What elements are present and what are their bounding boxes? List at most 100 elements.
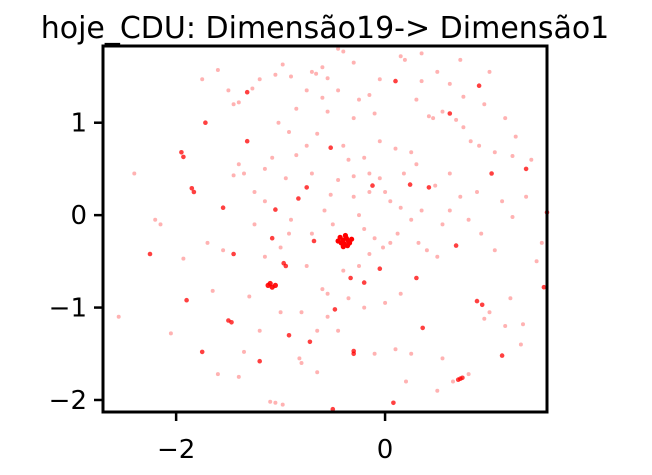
scatter-point — [325, 314, 330, 319]
scatter-point — [521, 322, 525, 327]
scatter-point — [419, 51, 424, 56]
scatter-point — [479, 302, 485, 308]
scatter-point — [461, 125, 466, 130]
scatter-point — [351, 60, 356, 65]
scatter-point — [351, 174, 356, 179]
scatter-point — [492, 150, 497, 155]
scatter-point — [280, 402, 285, 407]
scatter-point — [309, 171, 314, 176]
scatter-point — [454, 117, 459, 122]
scatter-point — [367, 171, 372, 176]
scatter-point — [479, 231, 484, 236]
scatter-point — [468, 139, 473, 144]
scatter-point — [487, 310, 492, 315]
scatter-point — [510, 154, 515, 158]
scatter-point — [200, 77, 205, 82]
scatter-point — [447, 111, 453, 116]
scatter-point — [476, 83, 482, 88]
scatter-point — [461, 94, 466, 99]
scatter-point — [153, 217, 158, 222]
scatter-point — [383, 190, 388, 194]
scatter-point — [391, 400, 396, 406]
scatter-point — [304, 264, 309, 268]
scatter-point — [362, 305, 367, 310]
scatter-point — [362, 155, 367, 160]
scatter-point — [529, 157, 534, 162]
scatter-point — [503, 116, 508, 121]
scatter-point — [340, 244, 346, 250]
scatter-point — [383, 300, 388, 305]
scatter-point — [377, 176, 382, 181]
scatter-point — [294, 106, 299, 111]
scatter-point — [435, 254, 440, 259]
scatter-point — [221, 248, 226, 253]
scatter-point — [231, 102, 236, 107]
scatter-point — [297, 356, 302, 361]
scatter-point — [330, 406, 336, 412]
scatter-point — [503, 324, 508, 328]
scatter-point — [273, 72, 278, 77]
scatter-point — [409, 217, 414, 222]
scatter-point — [314, 71, 319, 76]
scatter-point — [475, 190, 479, 194]
scatter-point — [257, 77, 262, 82]
scatter-point — [269, 284, 275, 290]
scatter-point — [523, 166, 529, 172]
scatter-point — [474, 298, 480, 304]
scatter-point — [311, 238, 317, 244]
scatter-point — [262, 166, 267, 171]
scatter-point — [325, 76, 330, 81]
scatter-point — [242, 171, 246, 176]
scatter-point — [289, 74, 293, 79]
scatter-point — [346, 157, 351, 162]
scatter-point — [447, 208, 452, 213]
scatter-point — [510, 215, 515, 219]
scatter-point — [482, 316, 487, 321]
scatter-point — [280, 62, 285, 67]
scatter-point — [304, 185, 310, 190]
scatter-point — [189, 186, 195, 191]
scatter-point — [388, 199, 393, 204]
scatter-point — [409, 351, 414, 356]
scatter-point — [330, 222, 335, 227]
scatter-point — [199, 349, 205, 355]
scatter-point — [262, 199, 267, 204]
scatter-point — [342, 232, 348, 239]
scatter-point — [270, 155, 275, 160]
scatter-point — [236, 162, 241, 167]
scatter-point — [381, 245, 385, 250]
scatter-point — [499, 353, 505, 358]
scatter-point — [447, 171, 452, 176]
data-points — [116, 46, 550, 412]
scatter-point — [147, 251, 153, 257]
scatter-point — [336, 88, 341, 93]
scatter-point — [262, 254, 267, 259]
scatter-point — [433, 183, 438, 188]
scatter-point — [215, 68, 220, 72]
scatter-point — [244, 138, 250, 144]
scatter-point — [215, 372, 220, 377]
scatter-point — [388, 240, 393, 245]
scatter-point — [322, 208, 327, 213]
scatter-point — [477, 143, 482, 148]
scatter-point — [309, 69, 314, 74]
y-tick-label: −2 — [49, 386, 87, 416]
scatter-point — [336, 178, 341, 182]
scatter-point — [357, 264, 361, 268]
scatter-point — [398, 54, 403, 59]
plot-frame — [101, 44, 549, 414]
scatter-point — [419, 79, 424, 84]
scatter-point — [349, 236, 355, 242]
scatter-point — [247, 294, 252, 299]
scatter-point — [414, 275, 419, 281]
scatter-point — [487, 69, 492, 74]
scatter-point — [351, 116, 356, 121]
scatter-point — [458, 57, 463, 62]
scatter-point — [447, 81, 452, 86]
scatter-point — [361, 280, 367, 285]
scatter-point — [320, 287, 325, 292]
scatter-point — [315, 370, 320, 375]
scatter-point — [435, 388, 440, 393]
scatter-point — [513, 134, 518, 139]
